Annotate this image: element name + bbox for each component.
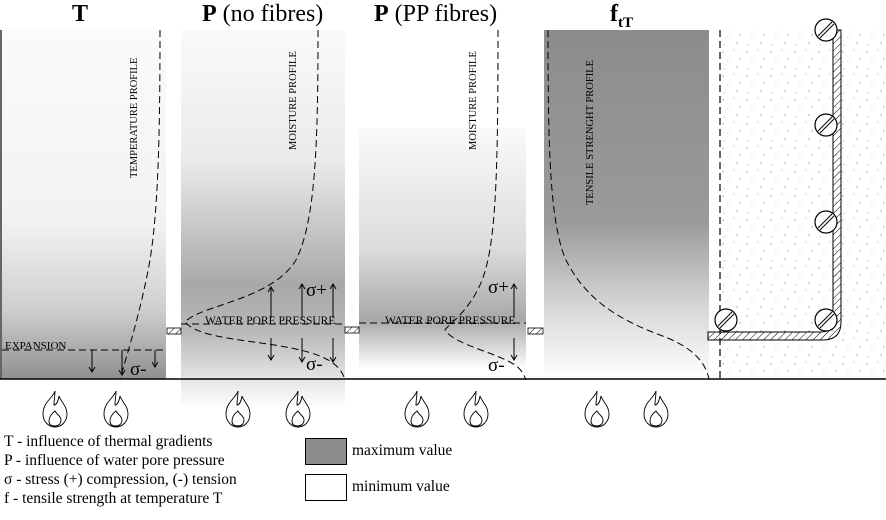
concrete-section [720,30,886,379]
tensile-strength-panel [544,30,709,379]
moisture-panel-pp-fibres [359,128,526,368]
legend-item: P - influence of water pore pressure [4,452,225,469]
legend-item: f - tensile strength at temperature T [4,490,223,507]
sigma-minus-label: σ- [130,359,147,380]
min-value-swatch [305,474,347,501]
rebar-section-icon [814,210,838,234]
sigma-plus-label-2: σ+ [488,277,509,298]
flame-icon [584,390,610,428]
header-pressure-pp-fibres: P (PP fibres) [374,1,498,27]
temperature-panel [2,30,166,379]
rebar-section-icon [814,18,838,42]
flame-icon [463,390,489,428]
header-temperature: T [72,1,89,27]
flame-icon [103,390,129,428]
header-pressure-no-fibres: P (no fibres) [202,1,324,27]
temperature-profile-curve [119,29,161,380]
header-tensile-strength: ftT [610,1,633,31]
rebar-section-icon [714,308,738,332]
moisture-profile-label-1: MOISTURE PROFILE [288,51,299,150]
flame-icon [42,390,68,428]
moisture-profile-label-2: MOISTURE PROFILE [468,51,479,150]
min-value-label: minimum value [352,478,450,495]
rebar-section-icon [814,308,838,332]
sigma-minus-label-1: σ- [306,354,323,375]
legend-item: σ - stress (+) compression, (-) tension [4,471,237,488]
water-pore-pressure-label-1: WATER PORE PRESSURE [205,315,335,327]
moisture-profile-curve-1 [184,29,346,381]
flame-icon [643,390,669,428]
sigma-plus-label-1: σ+ [306,280,327,301]
temperature-profile-label: TEMPERATURE PROFILE [129,58,140,178]
max-value-swatch [305,438,347,465]
rebar-section-icon [814,113,838,137]
sigma-minus-label-2: σ- [488,355,505,376]
flame-icon [404,390,430,428]
legend-list: T - influence of thermal gradients P - i… [4,432,237,508]
expansion-label: EXPANSION [5,340,66,352]
tensile-profile-label: TENSILE STRENGHT PROFILE [585,60,596,205]
tensile-strength-curve [547,29,710,380]
max-value-label: maximum value [352,442,453,459]
water-pore-pressure-label-2: WATER PORE PRESSURE [385,315,515,327]
moisture-panel-no-fibres [181,30,345,406]
legend-item: T - influence of thermal gradients [4,433,213,450]
